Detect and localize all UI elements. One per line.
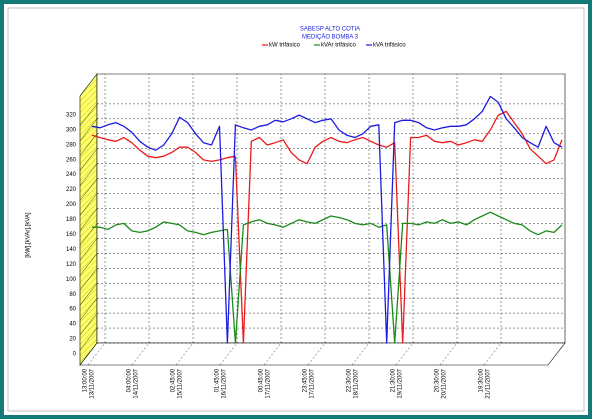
x-tick-label: 21:30:00: [391, 368, 397, 392]
floor-grid-line: [395, 342, 414, 366]
y-tick-label: 300: [66, 127, 77, 133]
y-tick-label: 260: [66, 157, 77, 163]
x-tick-label: 04:00:00: [127, 368, 133, 392]
side-grid-line: [79, 238, 98, 261]
side-grid-line: [79, 327, 98, 351]
y-axis-label: [kW],[kVAr],[kVA]: [26, 212, 32, 257]
y-tick-label: 40: [69, 322, 76, 328]
panel: [7, 7, 585, 412]
side-grid-line: [79, 103, 98, 127]
side-grid-line: [79, 193, 98, 216]
floor-grid-line: [175, 342, 194, 366]
floor-grid-line: [351, 342, 370, 366]
x-tick-label: 02:45:00: [171, 368, 177, 392]
x-tick-label: 21/11/2007: [486, 368, 492, 398]
y-tick-label: 180: [66, 217, 77, 223]
x-tick-label: 17/11/2007: [310, 368, 316, 398]
y-tick-label: 320: [66, 112, 77, 118]
floor-grid-line: [483, 342, 502, 366]
side-grid-line: [79, 298, 98, 321]
x-tick-label: 20/11/2007: [442, 368, 448, 398]
x-tick-label: 16/11/2007: [222, 368, 228, 398]
legend-label: kVAr trifásico: [321, 43, 357, 49]
floor-grid-line: [131, 342, 150, 366]
side-grid-line: [79, 283, 98, 306]
side-grid-line: [79, 268, 98, 291]
x-tick-label: 20:30:00: [435, 368, 441, 392]
x-tick-label: 15/11/2007: [178, 368, 184, 398]
floor-grid-line: [439, 342, 458, 366]
floor-grid-line: [263, 342, 282, 366]
side-grid-line: [79, 133, 98, 156]
side-grid-line: [79, 148, 98, 171]
y-tick-label: 20: [69, 337, 76, 343]
y-tick-label: 280: [66, 142, 77, 148]
series-line: [91, 95, 563, 344]
side-grid-line: [79, 118, 98, 141]
side-grid-line: [79, 312, 98, 336]
legend-label: kVA trifásico: [373, 43, 406, 49]
y-tick-label: 80: [69, 292, 76, 298]
side-grid-line: [79, 253, 98, 276]
side-grid-line: [79, 208, 98, 231]
floor-grid-line: [307, 342, 326, 366]
x-tick-label: 13:00:00: [83, 368, 89, 392]
x-tick-label: 13/11/2007: [90, 368, 96, 398]
x-tick-label: 19:30:00: [479, 368, 485, 392]
side-grid-line: [79, 178, 98, 201]
y-tick-label: 160: [66, 232, 77, 238]
y-tick-label: 200: [66, 202, 77, 208]
side-grid-line: [79, 342, 98, 366]
x-tick-label: 00:45:00: [259, 368, 265, 392]
y-tick-label: 60: [69, 307, 76, 313]
x-tick-label: 19/11/2007: [398, 368, 404, 398]
x-tick-label: 18/11/2007: [354, 368, 360, 398]
series-line: [91, 110, 563, 344]
x-tick-label: 23:45:00: [303, 368, 309, 392]
side-grid-line: [79, 163, 98, 186]
series-line: [92, 211, 563, 344]
x-tick-label: 14/11/2007: [134, 368, 140, 398]
x-tick-label: 01:45:00: [215, 368, 221, 392]
x-tick-label: 17/11/2007: [266, 368, 272, 398]
y-tick-label: 220: [66, 187, 77, 193]
floor-grid-line: [219, 342, 238, 366]
x-tick-label: 22:30:00: [347, 368, 353, 392]
y-tick-label: 140: [66, 247, 77, 253]
legend-label: kW trifásico: [269, 43, 301, 49]
y-tick-label: 100: [66, 277, 77, 283]
chart-subtitle: MEDIÇÃO BOMBA 3: [302, 34, 359, 41]
floor-grid-line: [87, 342, 106, 366]
chart-title: SABESP ALTO COTIA: [300, 27, 360, 33]
y-tick-label: 240: [66, 172, 77, 178]
y-tick-label: 120: [66, 262, 77, 268]
y-tick-label: 0: [73, 352, 77, 358]
